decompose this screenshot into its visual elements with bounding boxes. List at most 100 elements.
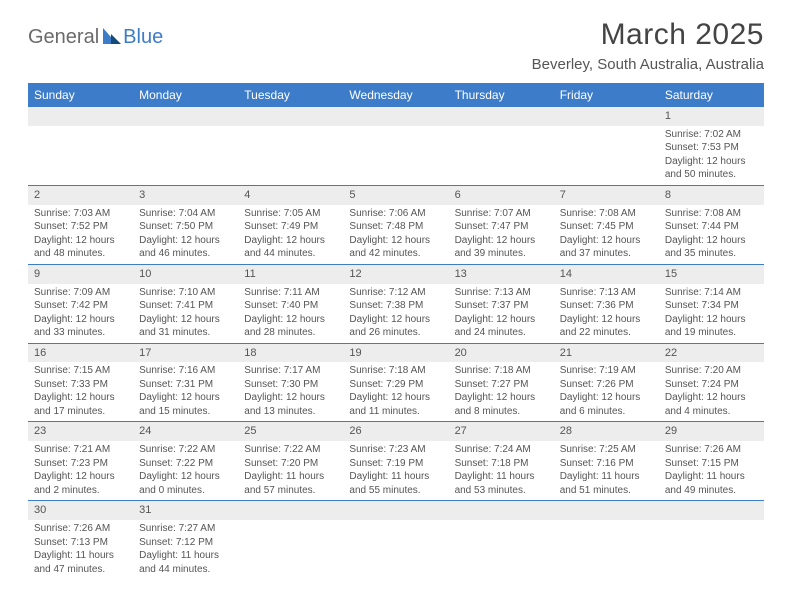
sunset: Sunset: 7:38 PM xyxy=(349,299,442,313)
daylight: Daylight: 12 hours and 42 minutes. xyxy=(349,234,442,261)
sunset: Sunset: 7:41 PM xyxy=(139,299,232,313)
sunset: Sunset: 7:30 PM xyxy=(244,378,337,392)
empty-cell xyxy=(343,520,448,579)
logo: General Blue xyxy=(28,18,163,49)
day-number: 6 xyxy=(449,185,554,204)
weekday-header: Saturday xyxy=(659,83,764,107)
daylight: Daylight: 12 hours and 24 minutes. xyxy=(455,313,548,340)
empty-cell xyxy=(343,107,448,126)
daylight: Daylight: 12 hours and 33 minutes. xyxy=(34,313,127,340)
sunrise: Sunrise: 7:06 AM xyxy=(349,207,442,221)
day-number: 30 xyxy=(28,501,133,520)
day-details: Sunrise: 7:06 AMSunset: 7:48 PMDaylight:… xyxy=(343,205,448,265)
empty-cell xyxy=(554,107,659,126)
weekday-header-row: SundayMondayTuesdayWednesdayThursdayFrid… xyxy=(28,83,764,107)
sunrise: Sunrise: 7:05 AM xyxy=(244,207,337,221)
daynum-row: 16171819202122 xyxy=(28,343,764,362)
day-details: Sunrise: 7:26 AMSunset: 7:15 PMDaylight:… xyxy=(659,441,764,501)
detail-row: Sunrise: 7:21 AMSunset: 7:23 PM Daylight:… xyxy=(28,441,764,501)
empty-cell xyxy=(238,126,343,186)
sunrise: Sunrise: 7:17 AM xyxy=(244,364,337,378)
daylight: Daylight: 12 hours and 0 minutes. xyxy=(139,470,232,497)
logo-text-blue: Blue xyxy=(123,26,163,49)
empty-cell xyxy=(659,520,764,579)
day-number: 4 xyxy=(238,185,343,204)
sunrise: Sunrise: 7:11 AM xyxy=(244,286,337,300)
sunrise: Sunrise: 7:10 AM xyxy=(139,286,232,300)
day-number: 20 xyxy=(449,343,554,362)
empty-cell xyxy=(28,126,133,186)
day-details: Sunrise: 7:16 AMSunset: 7:31 PMDaylight:… xyxy=(133,362,238,422)
empty-cell xyxy=(554,126,659,186)
empty-cell xyxy=(449,126,554,186)
logo-sail-icon-2 xyxy=(111,34,121,44)
sunset: Sunset: 7:23 PM xyxy=(34,457,127,471)
sunrise: Sunrise: 7:02 AM xyxy=(665,128,758,142)
daylight: Daylight: 12 hours and 15 minutes. xyxy=(139,391,232,418)
sunrise: Sunrise: 7:24 AM xyxy=(455,443,548,457)
day-details: Sunrise: 7:11 AMSunset: 7:40 PMDaylight:… xyxy=(238,284,343,344)
day-number: 31 xyxy=(133,501,238,520)
detail-row: Sunrise: 7:26 AMSunset: 7:13 PMDaylight:… xyxy=(28,520,764,579)
sunrise: Sunrise: 7:26 AM xyxy=(34,522,127,536)
daylight: Daylight: 12 hours and 28 minutes. xyxy=(244,313,337,340)
sunrise: Sunrise: 7:12 AM xyxy=(349,286,442,300)
empty-cell xyxy=(449,107,554,126)
empty-cell xyxy=(238,501,343,520)
weekday-header: Wednesday xyxy=(343,83,448,107)
daylight: Daylight: 12 hours and 11 minutes. xyxy=(349,391,442,418)
sunrise: Sunrise: 7:09 AM xyxy=(34,286,127,300)
weekday-header: Sunday xyxy=(28,83,133,107)
sunset: Sunset: 7:53 PM xyxy=(665,141,758,155)
day-details: Sunrise: 7:09 AMSunset: 7:42 PMDaylight:… xyxy=(28,284,133,344)
daylight: Daylight: 12 hours and 19 minutes. xyxy=(665,313,758,340)
day-details: Sunrise: 7:17 AMSunset: 7:30 PMDaylight:… xyxy=(238,362,343,422)
day-number: 11 xyxy=(238,264,343,283)
sunrise: Sunrise: 7:07 AM xyxy=(455,207,548,221)
sunrise: Sunrise: 7:15 AM xyxy=(34,364,127,378)
detail-row: Sunrise: 7:09 AMSunset: 7:42 PMDaylight:… xyxy=(28,284,764,344)
daynum-row: 3031 xyxy=(28,501,764,520)
day-details: Sunrise: 7:10 AMSunset: 7:41 PMDaylight:… xyxy=(133,284,238,344)
empty-cell xyxy=(554,520,659,579)
day-details: Sunrise: 7:04 AMSunset: 7:50 PMDaylight:… xyxy=(133,205,238,265)
daylight: Daylight: 12 hours and 17 minutes. xyxy=(34,391,127,418)
title-block: March 2025 Beverley, South Australia, Au… xyxy=(532,18,764,73)
day-number: 29 xyxy=(659,422,764,441)
sunset: Sunset: 7:45 PM xyxy=(560,220,653,234)
daylight: Daylight: 11 hours and 49 minutes. xyxy=(665,470,758,497)
day-details: Sunrise: 7:19 AMSunset: 7:26 PMDaylight:… xyxy=(554,362,659,422)
day-number: 19 xyxy=(343,343,448,362)
empty-cell xyxy=(449,501,554,520)
day-details: Sunrise: 7:18 AMSunset: 7:27 PMDaylight:… xyxy=(449,362,554,422)
daylight: Daylight: 12 hours and 13 minutes. xyxy=(244,391,337,418)
sunset: Sunset: 7:29 PM xyxy=(349,378,442,392)
day-details: Sunrise: 7:23 AMSunset: 7:19 PMDaylight:… xyxy=(343,441,448,501)
sunset: Sunset: 7:34 PM xyxy=(665,299,758,313)
day-details: Sunrise: 7:26 AMSunset: 7:13 PMDaylight:… xyxy=(28,520,133,579)
sunset: Sunset: 7:18 PM xyxy=(455,457,548,471)
day-details: Sunrise: 7:20 AMSunset: 7:24 PMDaylight:… xyxy=(659,362,764,422)
day-number: 1 xyxy=(659,107,764,126)
sunrise: Sunrise: 7:27 AM xyxy=(139,522,232,536)
day-number: 16 xyxy=(28,343,133,362)
daylight: Daylight: 11 hours and 47 minutes. xyxy=(34,549,127,576)
logo-text-general: General xyxy=(28,26,99,49)
daylight: Daylight: 12 hours and 37 minutes. xyxy=(560,234,653,261)
day-details: Sunrise: 7:22 AMSunset: 7:22 PMDaylight:… xyxy=(133,441,238,501)
day-details: Sunrise: 7:13 AMSunset: 7:36 PMDaylight:… xyxy=(554,284,659,344)
sunrise: Sunrise: 7:19 AM xyxy=(560,364,653,378)
sunset: Sunset: 7:40 PM xyxy=(244,299,337,313)
sunrise: Sunrise: 7:18 AM xyxy=(349,364,442,378)
daylight: Daylight: 12 hours and 6 minutes. xyxy=(560,391,653,418)
day-details: Sunrise: 7:02 AMSunset: 7:53 PMDaylight:… xyxy=(659,126,764,186)
daylight: Daylight: 12 hours and 22 minutes. xyxy=(560,313,653,340)
day-number: 8 xyxy=(659,185,764,204)
day-details: Sunrise: 7:08 AMSunset: 7:44 PMDaylight:… xyxy=(659,205,764,265)
sunset: Sunset: 7:42 PM xyxy=(34,299,127,313)
sunrise: Sunrise: 7:21 AM xyxy=(34,443,127,457)
sunset: Sunset: 7:13 PM xyxy=(34,536,127,550)
daylight: Daylight: 11 hours and 51 minutes. xyxy=(560,470,653,497)
sunrise: Sunrise: 7:25 AM xyxy=(560,443,653,457)
sunrise: Sunrise: 7:16 AM xyxy=(139,364,232,378)
